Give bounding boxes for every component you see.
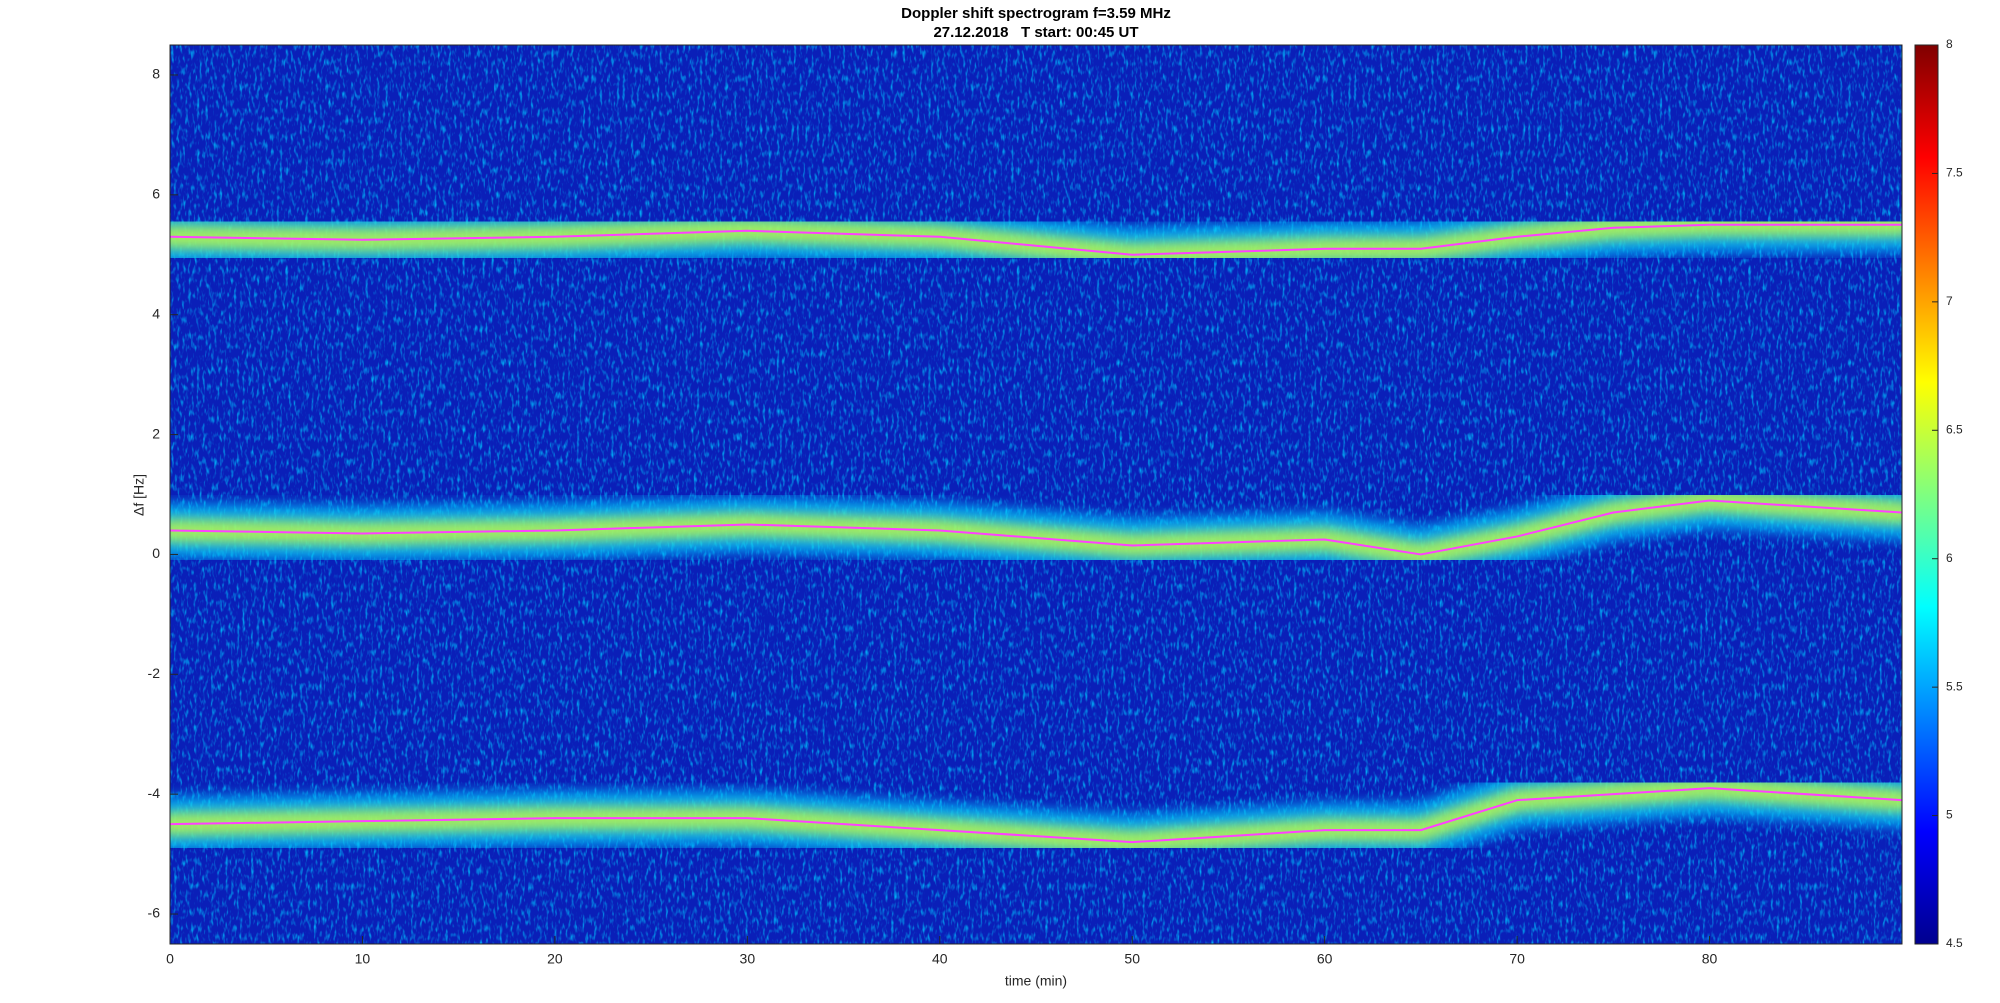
colorbar-tick-label: 5 xyxy=(1946,808,1953,822)
ridge-line xyxy=(170,787,1902,844)
y-tick-label: -4 xyxy=(148,785,161,801)
y-tick-label: 4 xyxy=(152,305,160,321)
x-axis-label: time (min) xyxy=(1005,973,1067,989)
x-tick-label: 10 xyxy=(355,951,371,967)
y-tick-label: -2 xyxy=(148,665,161,681)
chart-subtitle: 27.12.2018 T start: 00:45 UT xyxy=(933,24,1138,41)
colorbar-tick-label: 4.5 xyxy=(1946,936,1963,950)
colorbar-tick-label: 7 xyxy=(1946,294,1953,308)
colorbar-tick-label: 8 xyxy=(1946,37,1953,51)
y-tick-label: -6 xyxy=(148,905,161,921)
ridge-line xyxy=(170,499,1902,556)
chart-title: Doppler shift spectrogram f=3.59 MHz xyxy=(901,5,1171,22)
y-axis-label: Δf [Hz] xyxy=(131,474,147,516)
y-tick-label: 2 xyxy=(152,425,160,441)
x-tick-label: 0 xyxy=(166,951,174,967)
x-tick-label: 20 xyxy=(547,951,563,967)
x-tick-label: 70 xyxy=(1509,951,1525,967)
colorbar-tick-label: 6 xyxy=(1946,551,1953,565)
x-tick-label: 30 xyxy=(740,951,756,967)
colorbar-tick-label: 7.5 xyxy=(1946,166,1963,180)
y-tick-label: 8 xyxy=(152,66,160,82)
colorbar-tick-label: 6.5 xyxy=(1946,422,1963,436)
x-tick-label: 50 xyxy=(1124,951,1140,967)
plot-frame xyxy=(169,44,1903,945)
x-tick-label: 40 xyxy=(932,951,948,967)
colorbar xyxy=(1914,44,1939,945)
x-tick-label: 60 xyxy=(1317,951,1333,967)
y-tick-label: 6 xyxy=(152,186,160,202)
ridge-line xyxy=(170,223,1902,256)
colorbar-tick-label: 5.5 xyxy=(1946,679,1963,693)
x-tick-label: 80 xyxy=(1702,951,1718,967)
y-tick-label: 0 xyxy=(152,545,160,561)
